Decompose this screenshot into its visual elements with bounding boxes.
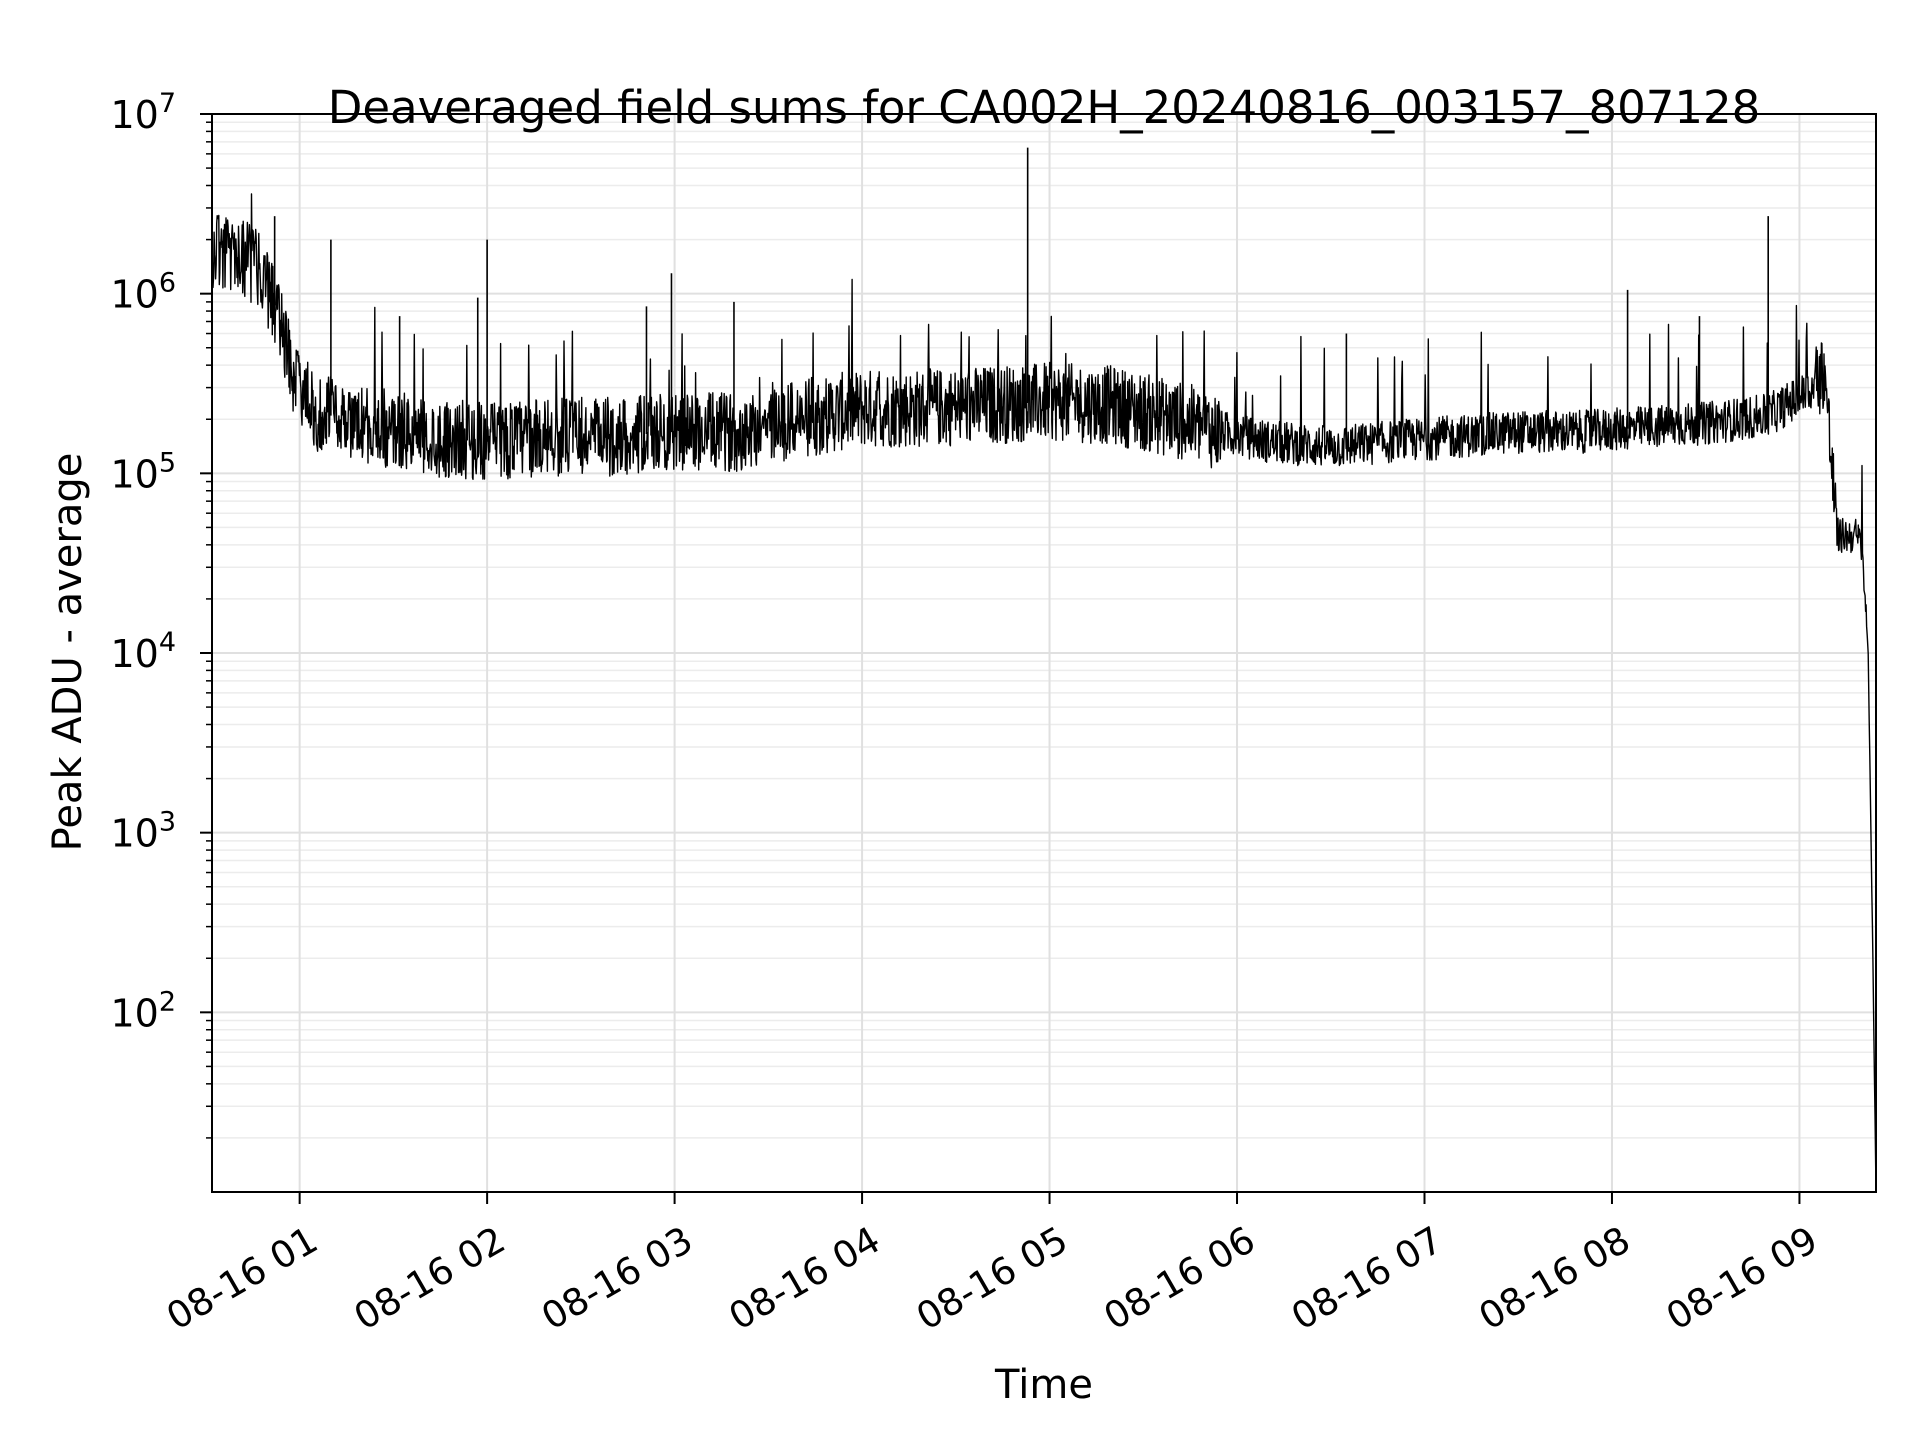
- y-tick-label: 106: [110, 268, 176, 317]
- y-tick-label: 105: [110, 447, 176, 496]
- y-tick-label: 102: [110, 986, 176, 1035]
- y-axis-label: Peak ADU - average: [45, 452, 91, 852]
- x-axis-label: Time: [995, 1362, 1093, 1408]
- chart-title: Deaveraged field sums for CA002H_2024081…: [327, 81, 1761, 134]
- minor-gridlines: [212, 121, 1876, 1139]
- series-spikes: [273, 147, 1770, 446]
- y-tick-label: 103: [110, 807, 176, 856]
- series-line: [211, 193, 1877, 1193]
- y-tick-label: 107: [110, 88, 176, 137]
- y-tick-label: 104: [110, 627, 176, 676]
- y-axis: 102 103 104 105 106 107: [110, 88, 212, 1139]
